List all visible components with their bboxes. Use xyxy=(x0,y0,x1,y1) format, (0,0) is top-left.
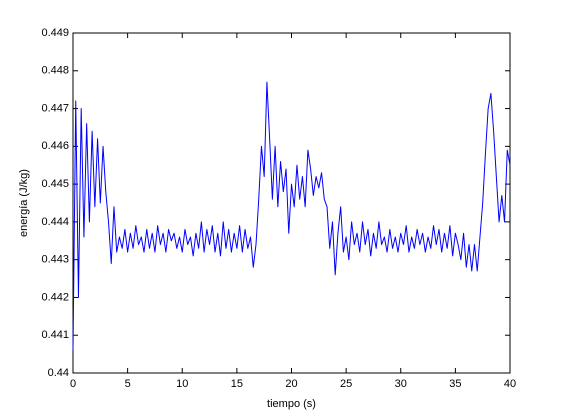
y-tick-label: 0.444 xyxy=(41,216,69,228)
y-tick-label: 0.447 xyxy=(41,102,69,114)
x-tick-label: 15 xyxy=(231,378,243,390)
x-tick-label: 20 xyxy=(285,378,297,390)
y-axis-label: energía (J/kg) xyxy=(18,169,30,237)
y-tick-label: 0.446 xyxy=(41,140,69,152)
x-tick-label: 0 xyxy=(70,378,76,390)
data-line xyxy=(72,81,511,351)
x-axis-label: tiempo (s) xyxy=(267,398,316,410)
x-tick-label: 35 xyxy=(449,378,461,390)
axes-box xyxy=(72,32,511,374)
x-tick-label: 5 xyxy=(125,378,131,390)
y-tick-label: 0.448 xyxy=(41,65,69,77)
x-tick-label: 25 xyxy=(340,378,352,390)
y-tick-label: 0.441 xyxy=(41,329,69,341)
y-tick-label: 0.449 xyxy=(41,27,69,39)
y-tick-label: 0.445 xyxy=(41,178,69,190)
x-tick-label: 30 xyxy=(395,378,407,390)
y-tick-label: 0.443 xyxy=(41,254,69,266)
x-tick-label: 10 xyxy=(176,378,188,390)
y-tick-label: 0.442 xyxy=(41,291,69,303)
x-tick-label: 40 xyxy=(504,378,516,390)
y-tick-label: 0.44 xyxy=(48,367,69,379)
